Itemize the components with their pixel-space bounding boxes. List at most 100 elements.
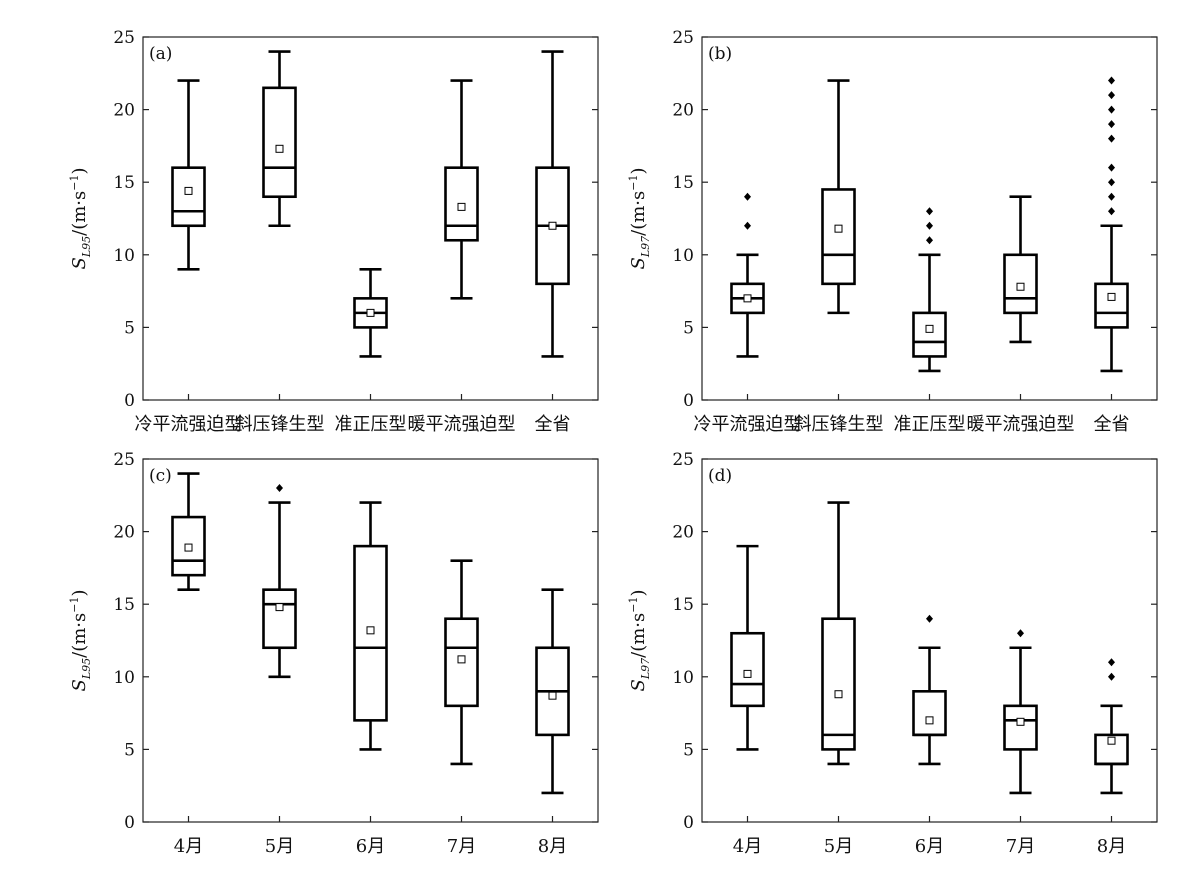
mean-marker [275,603,284,612]
mean-marker [275,144,284,153]
outlier-point [1017,629,1024,638]
outlier-point [926,221,933,230]
y-tick-label: 20 [113,101,135,121]
y-tick-label: 15 [113,173,135,193]
y-axis-label-exponent: −1 [627,597,640,613]
box-group [912,614,947,766]
outlier-point [1108,105,1115,114]
x-category-label: 斜压锋生型 [794,414,884,435]
y-tick-label: 10 [113,246,135,266]
y-axis-label-close: ) [628,167,649,174]
box-group [821,501,856,766]
y-axis-label-close: ) [628,589,649,596]
y-axis-label: SL95/(m·s−1) [68,589,93,691]
y-axis-label-symbol: S [69,257,90,269]
box-group [353,268,388,358]
iqr-box [1094,282,1129,329]
x-category-label: 4月 [174,836,203,857]
mean-marker [1016,717,1025,726]
panel-label: (d) [708,466,732,486]
y-tick-label: 25 [672,450,694,470]
y-axis-label-unit: /(m·s [628,191,649,236]
y-axis-label: SL97/(m·s−1) [627,167,652,269]
mean-marker [457,655,466,664]
iqr-box [730,631,765,708]
y-tick-label: 5 [683,318,694,338]
outlier-point [1108,178,1115,187]
mean-marker [366,308,375,317]
y-axis-label-subscript: L95 [80,658,93,680]
y-axis-label: SL97/(m·s−1) [627,589,652,691]
x-category-label: 斜压锋生型 [235,414,325,435]
mean-marker [925,324,934,333]
y-axis-label-exponent: −1 [68,175,81,191]
y-tick-label: 0 [124,813,135,833]
outlier-point [1108,163,1115,172]
x-category-label: 6月 [356,836,385,857]
mean-marker [457,202,466,211]
y-axis-label-unit: /(m·s [628,613,649,658]
y-tick-label: 20 [672,523,694,543]
x-category-label: 7月 [1006,836,1035,857]
x-category-label: 8月 [1097,836,1126,857]
y-axis-label: SL95/(m·s−1) [68,167,93,269]
x-category-label: 暖平流强迫型 [408,414,516,435]
outlier-point [744,192,751,201]
y-axis-label-subscript: L97 [639,236,652,258]
y-axis-label-symbol: S [69,679,90,691]
outlier-point [926,236,933,245]
box-group [171,472,206,591]
x-category-label: 全省 [1094,414,1130,435]
mean-marker [1107,736,1116,745]
x-category-label: 6月 [915,836,944,857]
box-group [1094,76,1129,373]
iqr-box [171,515,206,577]
y-axis-label-unit: /(m·s [69,613,90,658]
y-tick-label: 10 [113,668,135,688]
y-tick-label: 10 [672,668,694,688]
box-group [1094,658,1129,795]
outlier-point [276,484,283,493]
iqr-box [912,690,947,737]
y-tick-label: 15 [113,595,135,615]
y-tick-label: 10 [672,246,694,266]
mean-marker [184,543,193,552]
y-axis-label-exponent: −1 [68,597,81,613]
y-tick-label: 25 [672,28,694,48]
x-category-label: 冷平流强迫型 [694,414,802,435]
iqr-box [1003,253,1038,315]
mean-marker [834,690,843,699]
y-tick-label: 0 [683,813,694,833]
y-tick-label: 15 [672,595,694,615]
mean-marker [366,626,375,635]
y-axis-label-subscript: L95 [80,236,93,258]
mean-marker [1107,292,1116,301]
iqr-box [1003,704,1038,751]
mean-marker [925,716,934,725]
y-tick-label: 0 [683,391,694,411]
mean-marker [743,294,752,303]
chart-panel: 0 5 10 15 20 25 SL97/(m·s−1) (d) 4月 5月 6月 7月 8月 [627,450,1158,857]
y-tick-label: 20 [672,101,694,121]
x-category-label: 暖平流强迫型 [967,414,1075,435]
iqr-box [262,86,297,199]
outlier-point [1108,658,1115,667]
box-group [821,79,856,315]
outlier-point [1108,76,1115,85]
y-axis-label-subscript: L97 [639,658,652,680]
mean-marker [834,224,843,233]
x-category-label: 4月 [733,836,762,857]
box-group [262,484,297,679]
y-tick-label: 25 [113,450,135,470]
mean-marker [548,221,557,230]
box-group [262,50,297,228]
x-category-label: 7月 [447,836,476,857]
mean-marker [1016,282,1025,291]
box-group [730,544,765,751]
x-category-label: 冷平流强迫型 [135,414,243,435]
mean-marker [743,669,752,678]
mean-marker [184,186,193,195]
panel-label: (a) [149,44,172,64]
iqr-box [821,617,856,751]
